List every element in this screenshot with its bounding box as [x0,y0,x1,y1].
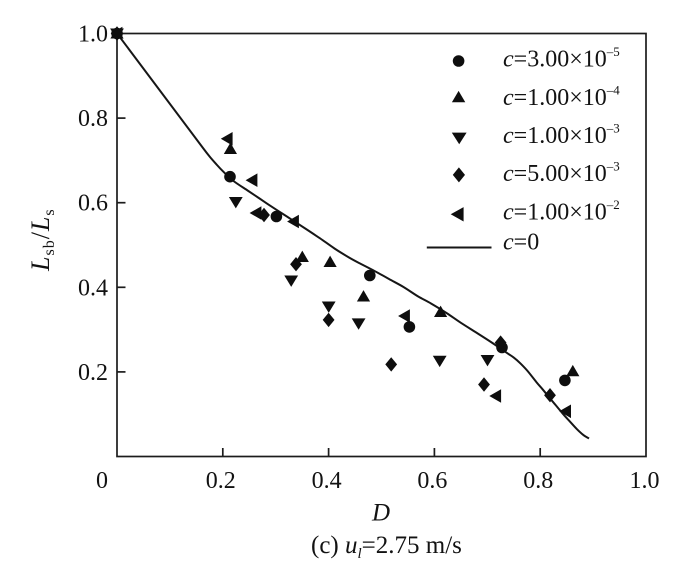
svg-text:0.8: 0.8 [523,468,553,494]
svg-text:c=0: c=0 [503,230,539,256]
svg-text:c=5.00×10–3: c=5.00×10–3 [503,159,620,188]
svg-text:c=1.00×10–2: c=1.00×10–2 [503,197,620,226]
svg-text:c=1.00×10–3: c=1.00×10–3 [503,121,620,150]
svg-text:0.6: 0.6 [78,191,108,217]
svg-text:1.0: 1.0 [78,22,108,48]
svg-text:0: 0 [96,468,108,494]
svg-text:0.8: 0.8 [78,106,108,132]
svg-text:Lsb/Ls: Lsb/Ls [26,208,58,272]
svg-text:0.4: 0.4 [78,275,108,301]
svg-text:D: D [371,500,390,527]
svg-text:(c) ul=2.75 m/s: (c) ul=2.75 m/s [311,532,462,562]
svg-text:c=3.00×10–5: c=3.00×10–5 [503,44,620,73]
svg-text:0.2: 0.2 [78,360,108,386]
svg-text:0.6: 0.6 [417,468,447,494]
svg-text:0.2: 0.2 [206,468,236,494]
svg-text:1.0: 1.0 [630,468,660,494]
svg-text:c=1.00×10–4: c=1.00×10–4 [503,82,620,111]
svg-text:0.4: 0.4 [312,468,342,494]
